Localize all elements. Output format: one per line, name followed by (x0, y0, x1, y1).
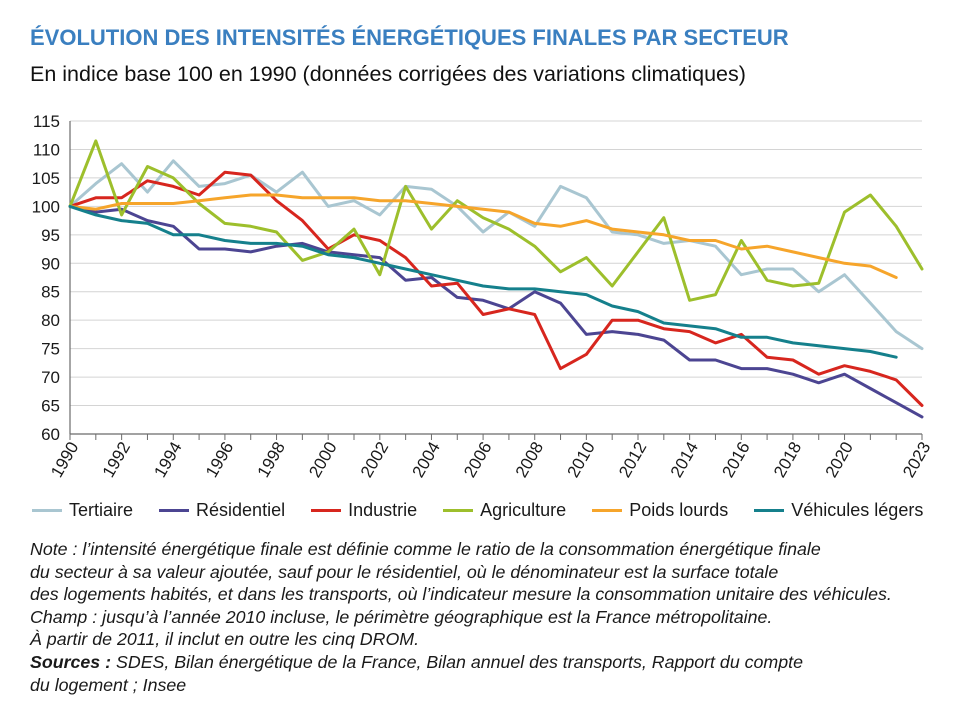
x-tick-label: 1994 (150, 439, 185, 481)
series-line-residentiel (68, 204, 924, 419)
legend-item-vehicules-legers: Véhicules légers (754, 498, 923, 522)
x-tick-label: 2000 (305, 439, 340, 481)
notes-block: Note : l’intensité énergétique finale es… (30, 538, 892, 696)
note-line: du secteur à sa valeur ajoutée, sauf pou… (30, 561, 779, 582)
legend-swatch-agriculture (443, 508, 474, 512)
legend: Tertiaire Résidentiel Industrie Agricult… (32, 498, 923, 522)
legend-item-residentiel: Résidentiel (159, 498, 285, 522)
legend-item-industrie: Industrie (311, 498, 417, 522)
y-tick-label: 65 (41, 397, 60, 416)
scope-line: À partir de 2011, il inclut en outre les… (30, 629, 420, 650)
legend-label-agriculture: Agriculture (480, 500, 567, 520)
y-tick-label: 75 (41, 340, 60, 359)
x-tick-label: 1998 (254, 439, 289, 481)
note-line: Note : l’intensité énergétique finale es… (30, 539, 821, 559)
series-line-vehicules-legers (68, 204, 898, 359)
series-line-poids-lourds (68, 193, 898, 279)
legend-swatch-industrie (311, 508, 342, 512)
legend-swatch-poids-lourds (592, 508, 623, 512)
legend-item-agriculture: Agriculture (443, 498, 566, 522)
chart-title: ÉVOLUTION DES INTENSITÉS ÉNERGÉTIQUES FI… (30, 25, 789, 50)
x-tick-label: 2020 (822, 439, 857, 481)
y-tick-label: 90 (41, 254, 60, 273)
series-line-industrie (68, 170, 924, 407)
legend-item-tertiaire: Tertiaire (32, 498, 133, 522)
series-line-agriculture (68, 139, 924, 302)
x-tick-labels: 1990 1992 1994 1996 1998 2000 2002 2004 2006 2008… (47, 439, 934, 481)
y-tick-label: 95 (41, 226, 60, 245)
series-lines (68, 139, 924, 419)
y-tick-label: 115 (33, 112, 60, 131)
x-tick-label: 2010 (563, 439, 598, 481)
gridlines (70, 120, 922, 435)
y-tick-label: 80 (41, 311, 60, 330)
y-tick-label: 85 (41, 283, 60, 302)
legend-swatch-residentiel (159, 508, 190, 512)
y-tick-label: 100 (32, 197, 60, 216)
x-tick-label: 2023 (899, 439, 934, 481)
legend-label-vehicules-legers: Véhicules légers (791, 500, 924, 520)
legend-label-industrie: Industrie (348, 500, 418, 520)
x-tick-label: 1990 (47, 439, 82, 481)
y-tick-label: 60 (41, 425, 60, 444)
x-tick-label: 2018 (770, 439, 805, 481)
x-tick-label: 2002 (357, 439, 392, 481)
note-line: des logements habités, et dans les trans… (30, 584, 892, 605)
x-tick-marks (69, 434, 923, 440)
sources-line: Sources : SDES, Bilan énergétique de la … (30, 651, 892, 674)
sources-label: Sources : (30, 651, 112, 672)
y-tick-labels: 60 65 70 75 80 85 90 95 100 105 110 115 (32, 112, 60, 444)
legend-label-tertiaire: Tertiaire (69, 500, 134, 520)
chart-subtitle: En indice base 100 en 1990 (données corr… (30, 62, 746, 86)
legend-swatch-vehicules-legers (754, 508, 785, 512)
x-tick-label: 2008 (512, 439, 547, 481)
y-tick-label: 105 (32, 169, 60, 188)
y-tick-label: 70 (41, 368, 60, 387)
x-tick-label: 1996 (202, 439, 237, 481)
legend-label-poids-lourds: Poids lourds (629, 500, 729, 520)
sources-text: SDES, Bilan énergétique de la France, Bi… (116, 651, 803, 672)
x-tick-label: 2016 (718, 439, 753, 481)
legend-swatch-tertiaire (32, 508, 62, 512)
x-tick-label: 2004 (409, 439, 444, 481)
scope-line: Champ : jusqu’à l’année 2010 incluse, le… (30, 606, 773, 627)
legend-label-residentiel: Résidentiel (196, 500, 286, 520)
x-tick-label: 2012 (615, 439, 650, 481)
x-tick-label: 1992 (99, 439, 134, 481)
x-tick-label: 2006 (460, 439, 495, 481)
y-tick-label: 110 (33, 140, 60, 159)
x-tick-label: 2014 (667, 439, 702, 481)
sources-line: du logement ; Insee (30, 674, 187, 695)
legend-item-poids-lourds: Poids lourds (592, 498, 728, 522)
axes (69, 121, 922, 435)
